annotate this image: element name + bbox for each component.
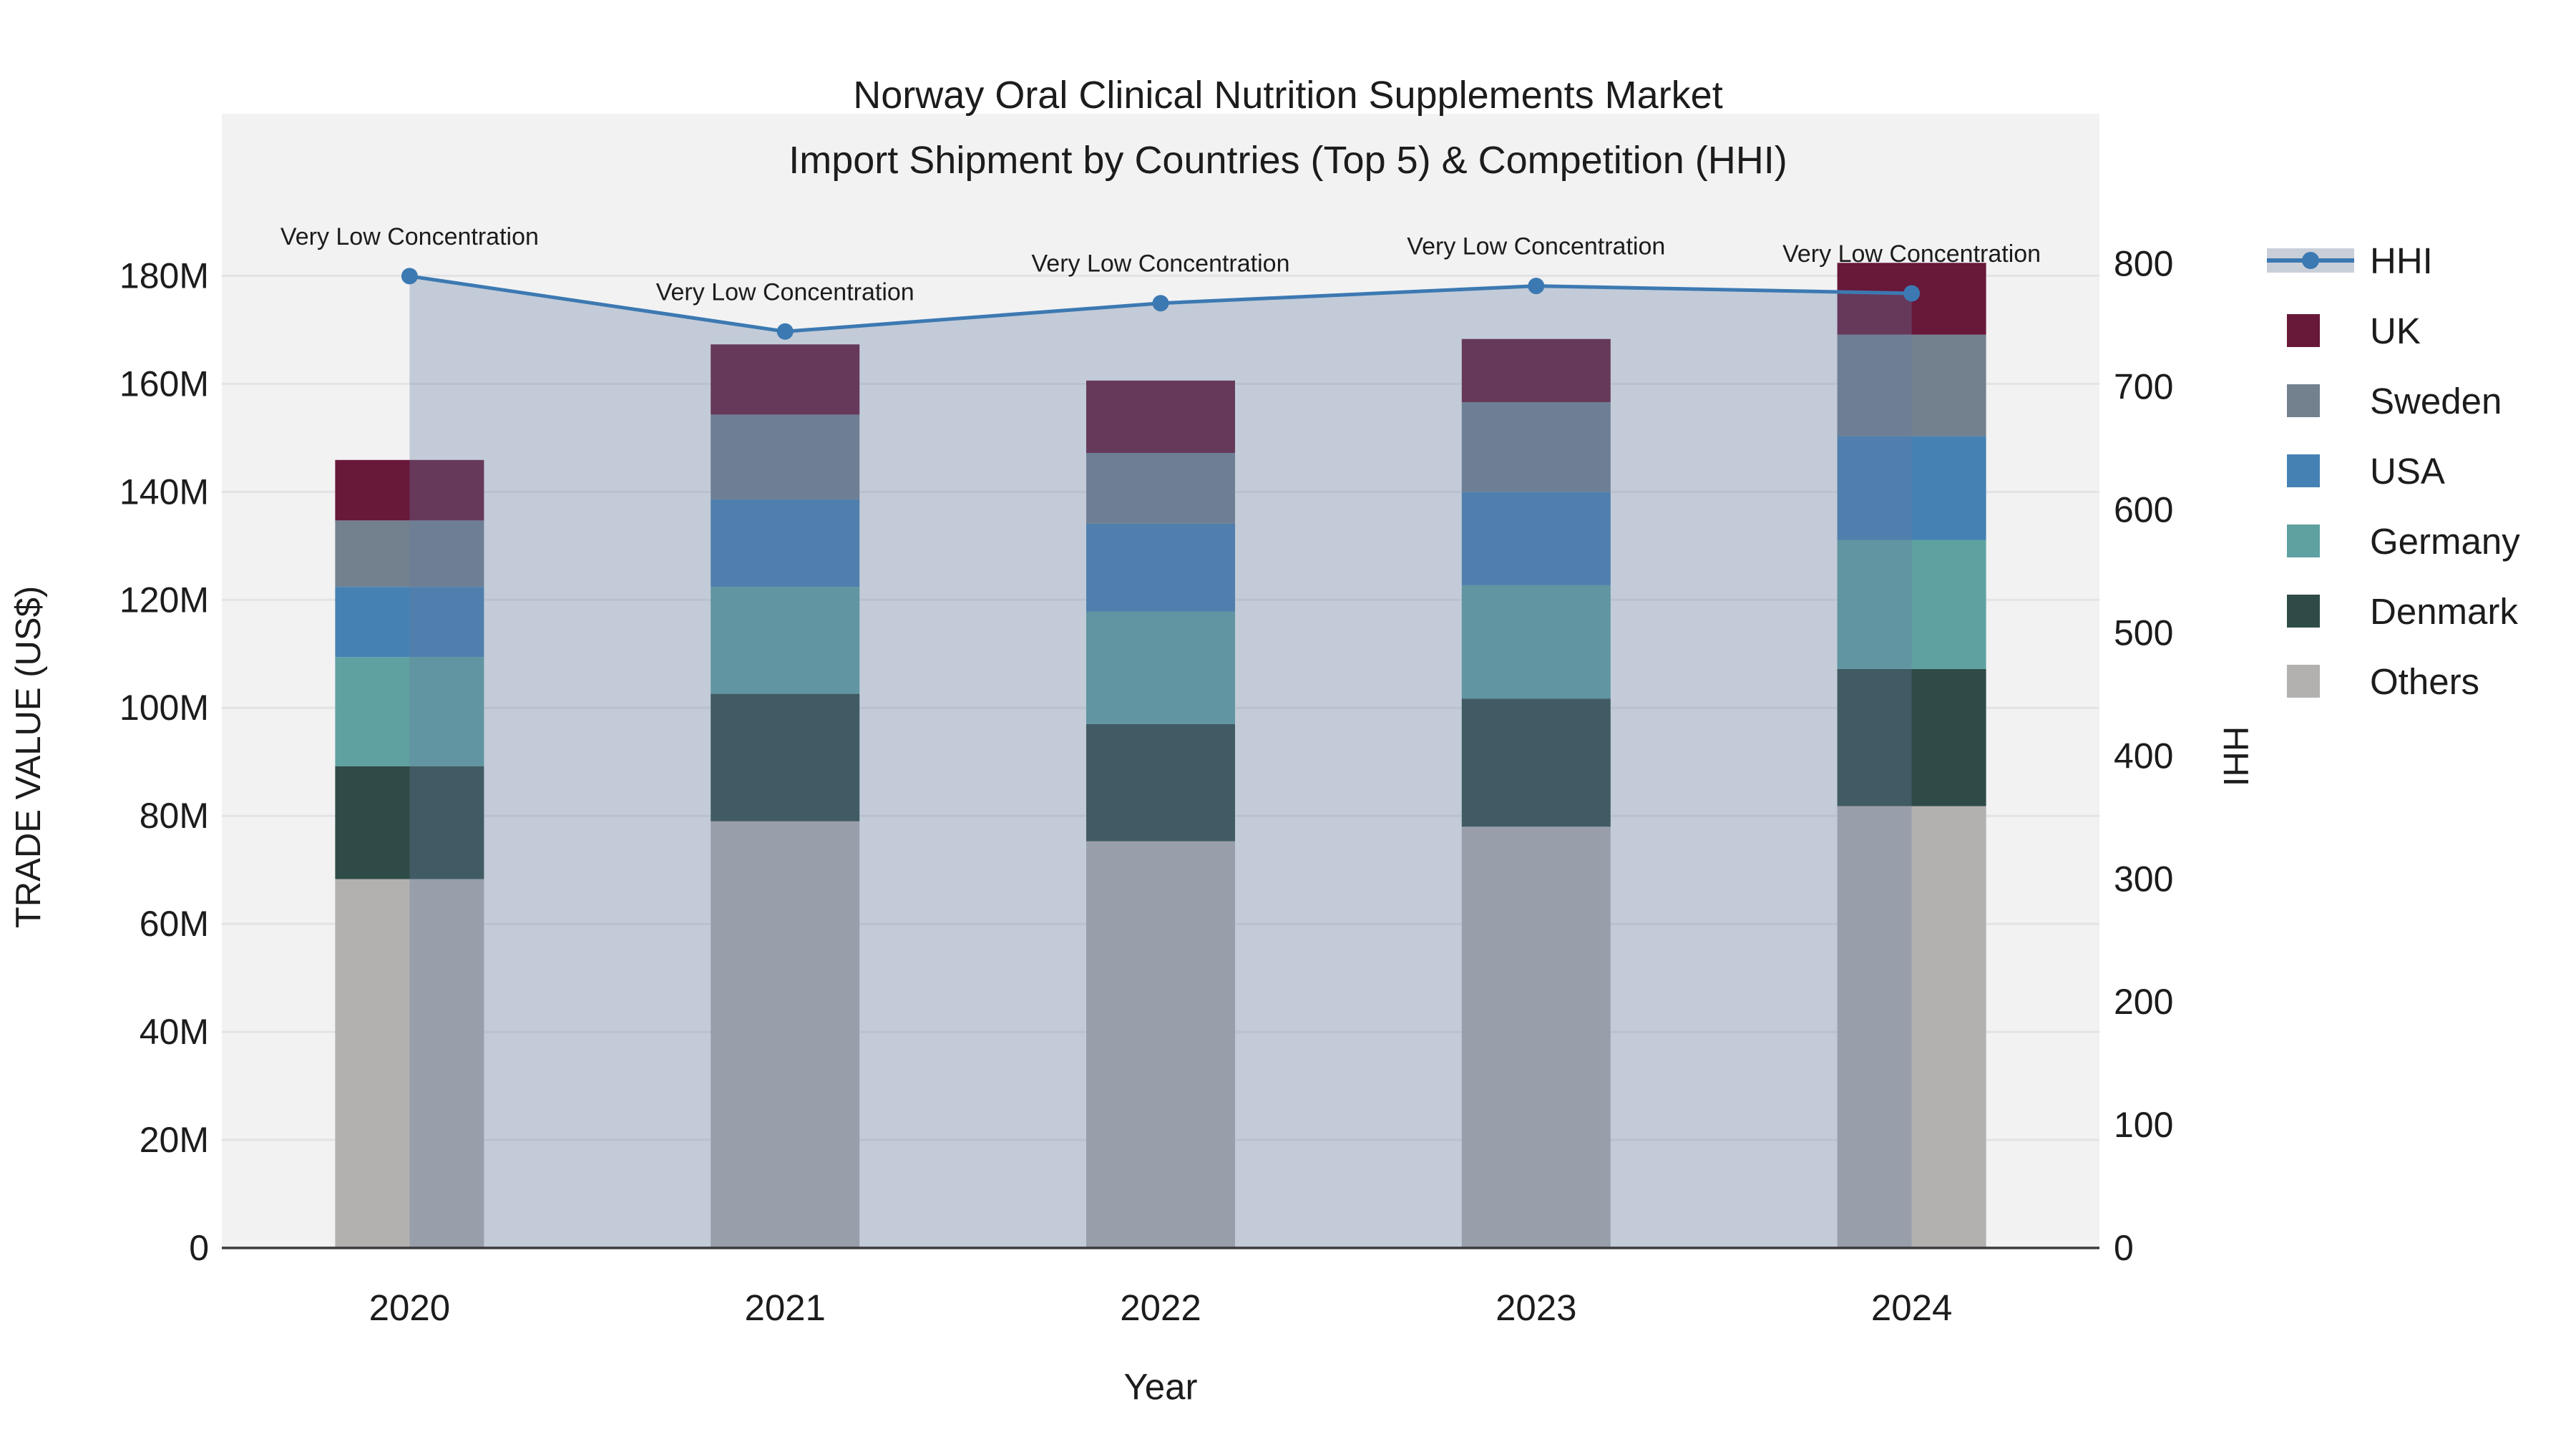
x-tick-label-2023: 2023 [1496, 1287, 1576, 1328]
bar-segment-denmark-2020[interactable] [335, 766, 484, 879]
x-tick-label-2022: 2022 [1120, 1287, 1201, 1328]
bar-segment-germany-2024[interactable] [1837, 540, 1986, 669]
legend-item-germany[interactable]: Germany [2267, 520, 2520, 562]
color-swatch-icon [2267, 312, 2354, 349]
hhi-marker-2022[interactable] [1152, 295, 1169, 312]
hhi-marker-2020[interactable] [401, 268, 418, 285]
legend-item-others[interactable]: Others [2267, 660, 2520, 702]
bar-segment-usa-2023[interactable] [1461, 492, 1611, 585]
bar-segment-usa-2020[interactable] [335, 587, 484, 658]
color-swatch-icon [2267, 663, 2354, 700]
color-swatch-icon [2267, 592, 2354, 630]
chart-title-line2: Import Shipment by Countries (Top 5) & C… [789, 138, 1787, 182]
y-right-tick-label: 500 [2114, 613, 2173, 653]
color-swatch-icon [2267, 522, 2354, 560]
bar-segment-germany-2022[interactable] [1086, 611, 1235, 724]
y-right-tick-label: 200 [2114, 982, 2173, 1022]
bar-segment-germany-2021[interactable] [711, 587, 860, 694]
bar-segment-others-2020[interactable] [335, 879, 484, 1248]
y-left-tick-label: 100M [119, 688, 209, 728]
annotation-very-low-concentration-2024: Very Low Concentration [1782, 240, 2041, 268]
chart-title: Norway Oral Clinical Nutrition Supplemen… [0, 63, 2576, 192]
legend: HHI UK Sweden USA Germany Denmark Others [2267, 240, 2520, 702]
x-tick-label-2024: 2024 [1871, 1287, 1952, 1328]
bar-segment-denmark-2022[interactable] [1086, 723, 1235, 841]
bar-segment-sweden-2024[interactable] [1837, 334, 1986, 436]
y-left-tick-label: 120M [119, 580, 209, 620]
annotation-very-low-concentration-2022: Very Low Concentration [1032, 250, 1290, 278]
x-tick-label-2021: 2021 [744, 1287, 825, 1328]
y-right-tick-label: 0 [2114, 1228, 2134, 1268]
y-right-tick-label: 400 [2114, 736, 2173, 776]
legend-item-hhi[interactable]: HHI [2267, 240, 2520, 281]
hhi-marker-2024[interactable] [1903, 285, 1921, 302]
bar-segment-sweden-2023[interactable] [1461, 402, 1611, 492]
y-axis-title-right: HHI [2216, 726, 2255, 787]
bar-segment-uk-2022[interactable] [1086, 380, 1235, 453]
y-left-tick-label: 160M [119, 364, 209, 404]
bar-segment-others-2022[interactable] [1086, 841, 1235, 1248]
legend-label: USA [2370, 450, 2445, 492]
legend-label: Others [2370, 660, 2480, 702]
y-right-tick-label: 800 [2114, 244, 2173, 284]
hhi-line-icon [2267, 242, 2354, 279]
y-right-tick-label: 700 [2114, 367, 2173, 407]
hhi-marker-2021[interactable] [776, 323, 794, 340]
annotation-very-low-concentration-2020: Very Low Concentration [280, 223, 539, 250]
bar-segment-others-2023[interactable] [1461, 826, 1611, 1248]
bar-segment-denmark-2023[interactable] [1461, 698, 1611, 827]
chart-title-line1: Norway Oral Clinical Nutrition Supplemen… [853, 74, 1723, 117]
legend-item-uk[interactable]: UK [2267, 310, 2520, 351]
y-right-tick-label: 300 [2114, 859, 2173, 899]
bar-segment-usa-2022[interactable] [1086, 523, 1235, 612]
bar-segment-denmark-2021[interactable] [711, 693, 860, 821]
color-swatch-icon [2267, 382, 2354, 419]
y-left-tick-label: 80M [140, 796, 209, 836]
annotation-very-low-concentration-2021: Very Low Concentration [656, 278, 914, 306]
y-left-tick-label: 0 [189, 1228, 209, 1268]
legend-item-sweden[interactable]: Sweden [2267, 380, 2520, 421]
y-left-tick-label: 140M [119, 472, 209, 512]
bar-segment-sweden-2022[interactable] [1086, 452, 1235, 524]
legend-label: HHI [2370, 240, 2433, 281]
legend-item-denmark[interactable]: Denmark [2267, 590, 2520, 632]
x-axis-title: Year [1123, 1366, 1198, 1407]
bar-segment-usa-2024[interactable] [1837, 436, 1986, 540]
bar-segment-uk-2020[interactable] [335, 459, 484, 521]
bar-segment-uk-2021[interactable] [711, 344, 860, 415]
y-left-tick-label: 40M [140, 1012, 209, 1052]
y-left-tick-label: 60M [140, 904, 209, 944]
y-right-tick-label: 100 [2114, 1105, 2173, 1145]
bar-segment-others-2021[interactable] [711, 821, 860, 1248]
bar-segment-uk-2023[interactable] [1461, 338, 1611, 403]
legend-label: Sweden [2370, 380, 2502, 421]
y-left-tick-label: 20M [140, 1120, 209, 1160]
bar-segment-germany-2023[interactable] [1461, 585, 1611, 699]
bar-segment-germany-2020[interactable] [335, 657, 484, 766]
hhi-marker-2023[interactable] [1528, 278, 1545, 295]
y-right-tick-label: 600 [2114, 490, 2173, 530]
legend-label: UK [2370, 310, 2421, 351]
annotation-very-low-concentration-2023: Very Low Concentration [1407, 233, 1665, 260]
color-swatch-icon [2267, 452, 2354, 489]
y-left-tick-label: 180M [119, 255, 209, 296]
hhi-area-fill [409, 275, 1912, 1249]
x-tick-label-2020: 2020 [369, 1287, 450, 1328]
bar-segment-usa-2021[interactable] [711, 499, 860, 587]
legend-label: Germany [2370, 520, 2520, 562]
legend-item-usa[interactable]: USA [2267, 450, 2520, 492]
bar-segment-others-2024[interactable] [1837, 806, 1986, 1248]
bar-segment-denmark-2024[interactable] [1837, 668, 1986, 806]
legend-label: Denmark [2370, 590, 2518, 632]
y-axis-title-left: TRADE VALUE (US$) [9, 585, 48, 929]
bar-segment-sweden-2021[interactable] [711, 414, 860, 499]
bar-segment-sweden-2020[interactable] [335, 520, 484, 587]
